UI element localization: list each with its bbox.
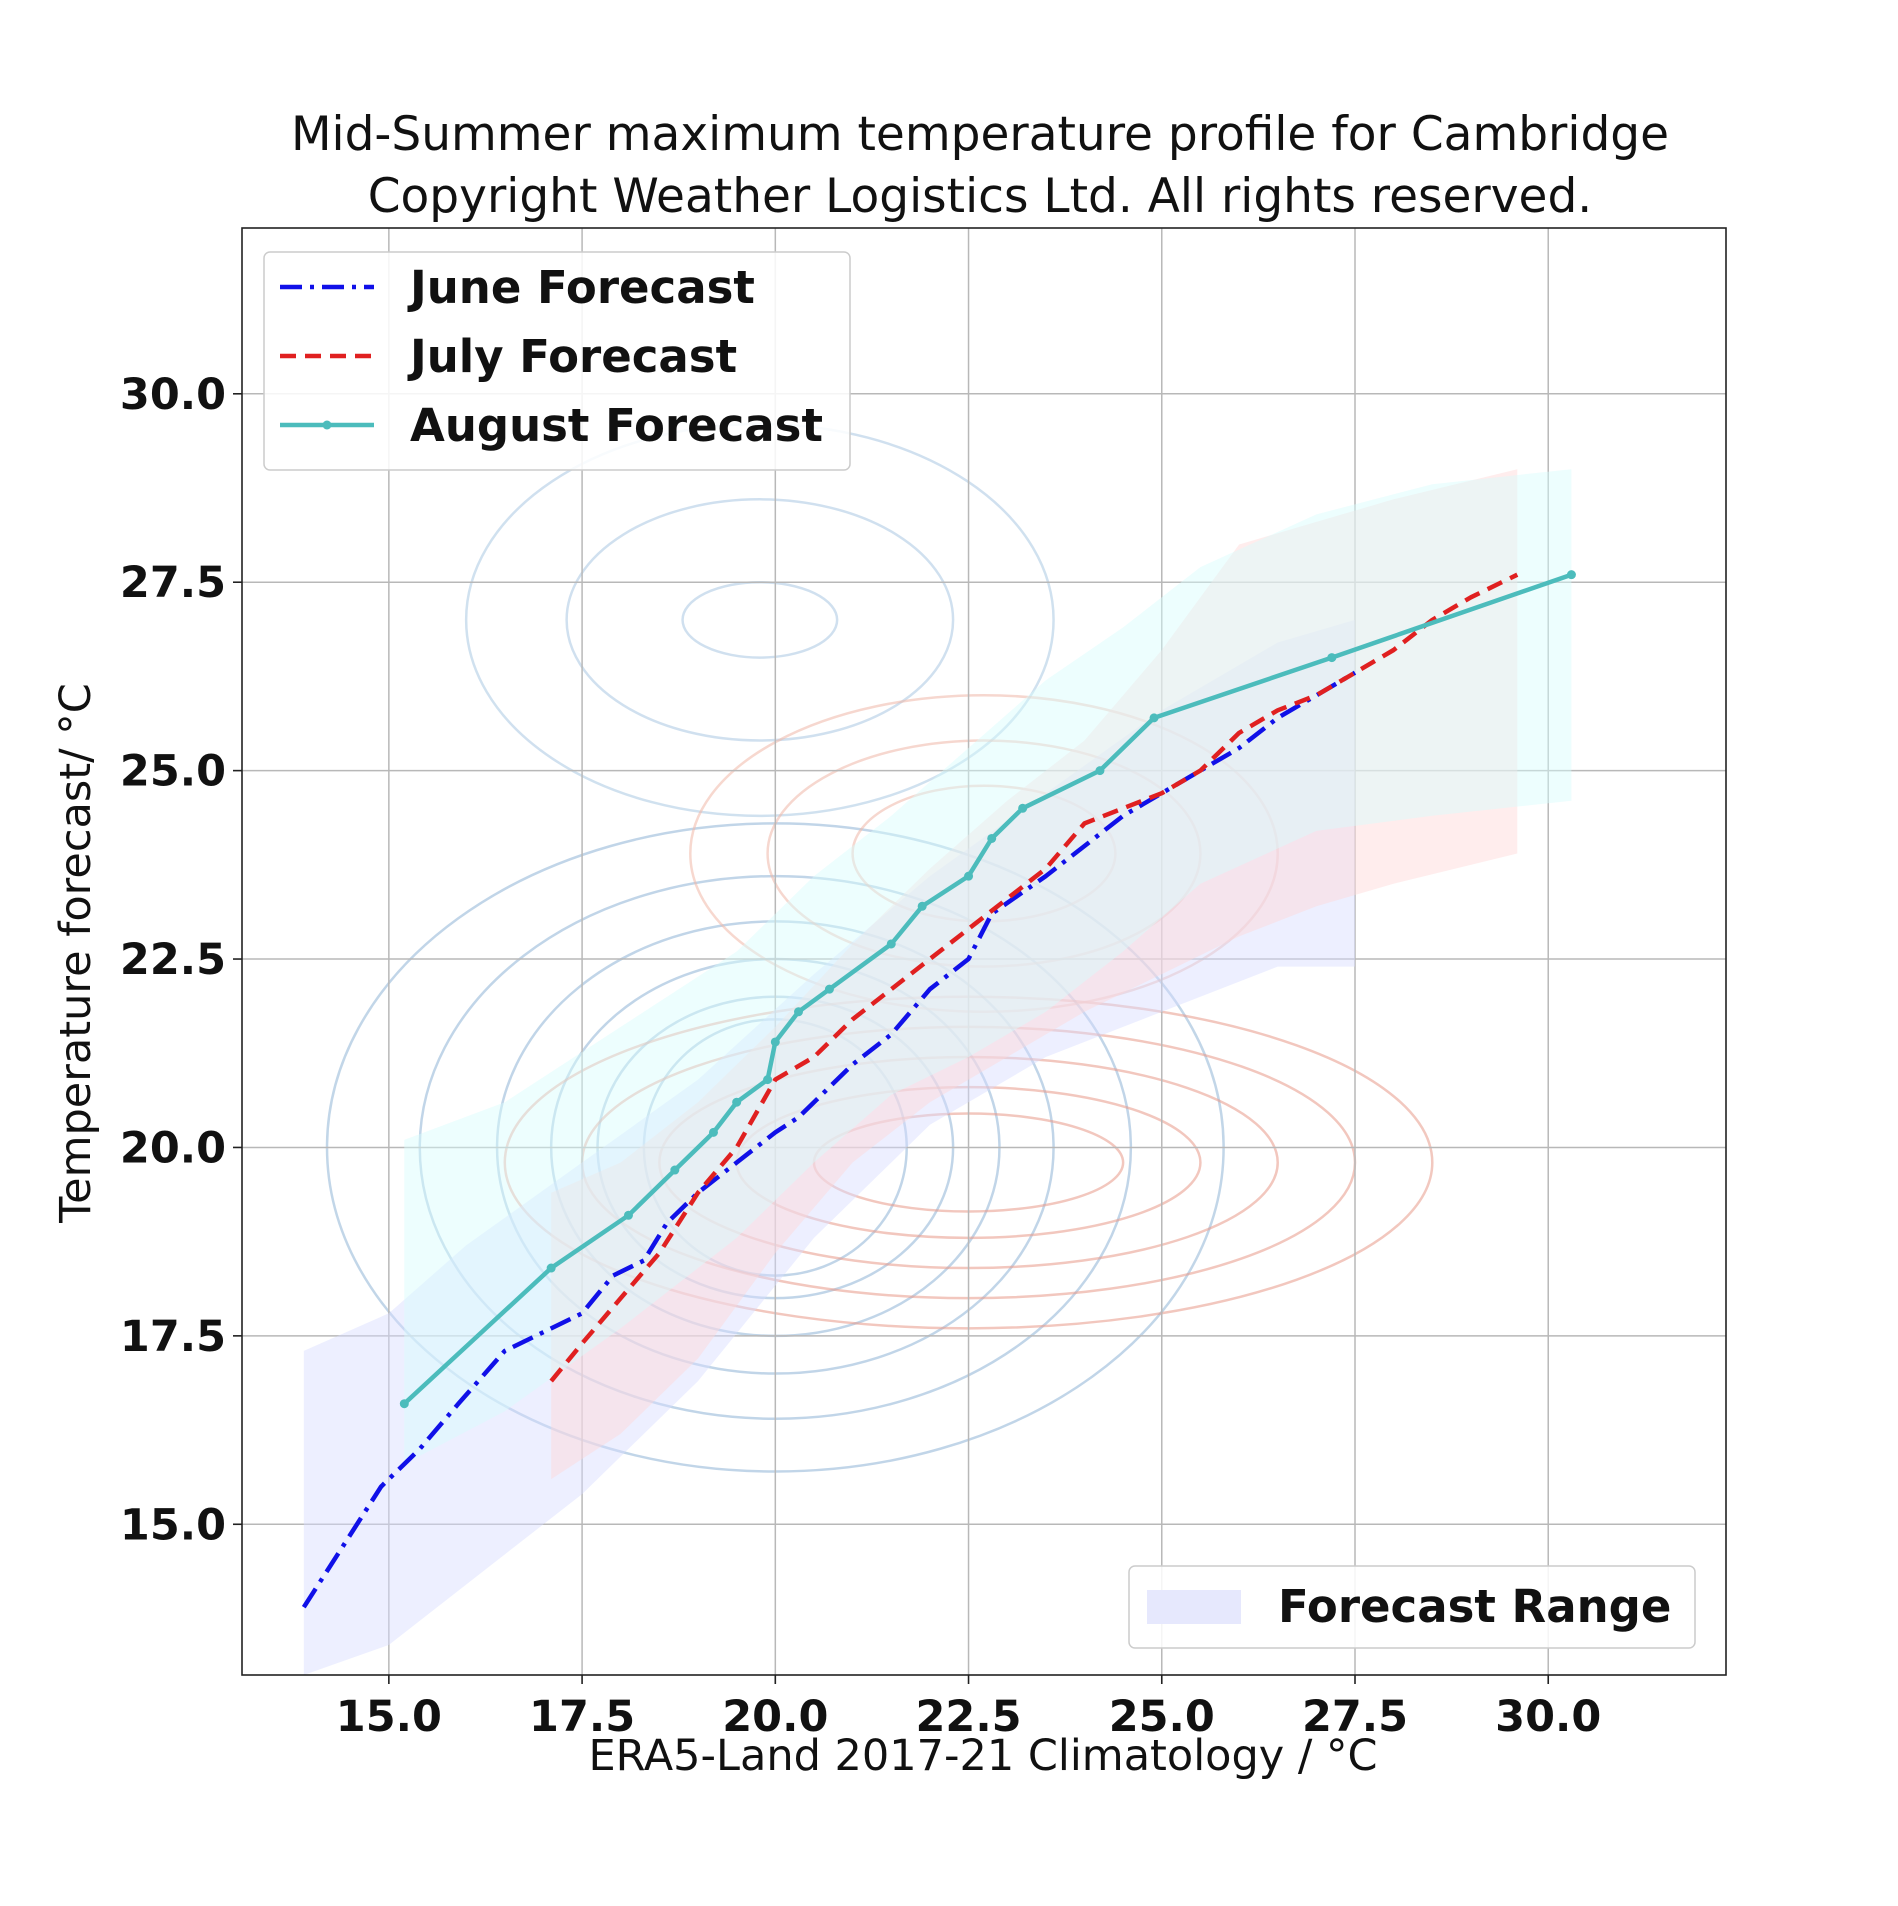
series-point [546,1263,556,1273]
contour-line [689,694,1279,1014]
series-point [1018,803,1028,813]
series-line [549,572,1519,1383]
x-tick-label: 20.0 [722,1692,828,1742]
x-tick-label: 22.5 [915,1692,1021,1742]
series-point [623,1210,633,1220]
y-tick-label: 25.0 [120,747,226,797]
y-tick-label: 22.5 [120,935,226,985]
series-point [670,1165,680,1175]
axes-frame [241,227,1727,1676]
x-tick-label: 30.0 [1495,1692,1601,1742]
x-tick-label: 27.5 [1302,1692,1408,1742]
contour-group [689,694,1279,1014]
series-point [964,871,974,881]
series-point [824,984,834,994]
y-tick-label: 27.5 [120,558,226,608]
x-tick-label: 17.5 [529,1692,635,1742]
contour-line [565,498,955,742]
legend-label: June Forecast [407,261,755,314]
y-tick-label: 20.0 [120,1123,226,1173]
y-axis-label: Temperature forecast/ °C [51,683,101,1224]
plot-area: 15.0 17.5 20.0 22.5 25.0 27.5 30.0 15.0 17.5 20.0… [120,227,1727,1742]
series-point [1149,713,1159,723]
series-point [886,939,896,949]
chart-subtitle: Copyright Weather Logistics Ltd. All rig… [368,169,1593,224]
series-point [794,1007,803,1017]
contour-line [681,580,839,659]
contour-line [766,739,1202,968]
legend: June Forecast July Forecast August Forecas… [263,251,851,471]
series-point [1095,766,1105,776]
series-point [1327,653,1337,663]
series-line [301,670,1357,1609]
series-point [1566,570,1576,580]
series-point [770,1037,780,1047]
series-point [987,833,997,843]
series-point [399,1399,409,1409]
chart-title: Mid-Summer maximum temperature profile f… [291,107,1669,162]
x-tick-label: 15.0 [336,1692,442,1742]
forecast-range-band [551,469,1518,1480]
legend-label: July Forecast [407,330,737,383]
y-tick-label: 15.0 [120,1500,226,1550]
x-tick-label: 25.0 [1109,1692,1215,1742]
forecast-range-band [404,469,1572,1464]
y-tick-label: 17.5 [120,1312,226,1362]
x-axis-label: ERA5-Land 2017-21 Climatology / °C [588,1731,1377,1781]
range-legend-swatch [1147,1590,1241,1624]
legend-marker [322,420,332,430]
legend-box [263,251,851,471]
legend-label: August Forecast [410,399,823,452]
range-legend: Forecast Range [1128,1565,1696,1649]
y-tick-label: 30.0 [120,370,226,420]
series-point [732,1097,742,1107]
forecast-range-band [303,619,1355,1675]
range-legend-label: Forecast Range [1278,1580,1671,1633]
contour-line [851,784,1117,923]
plot-layer [242,228,1726,1675]
range-legend-box [1128,1565,1696,1649]
series-point [708,1127,718,1137]
series-point [917,901,927,911]
series-point [763,1075,773,1085]
